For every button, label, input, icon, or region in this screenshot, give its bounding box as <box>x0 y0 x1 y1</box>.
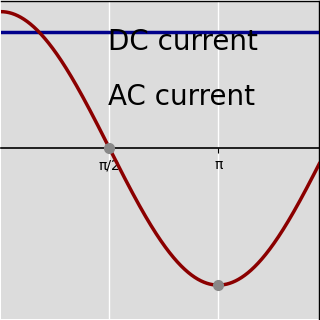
Text: DC current: DC current <box>108 28 258 56</box>
Text: AC current: AC current <box>108 83 255 111</box>
